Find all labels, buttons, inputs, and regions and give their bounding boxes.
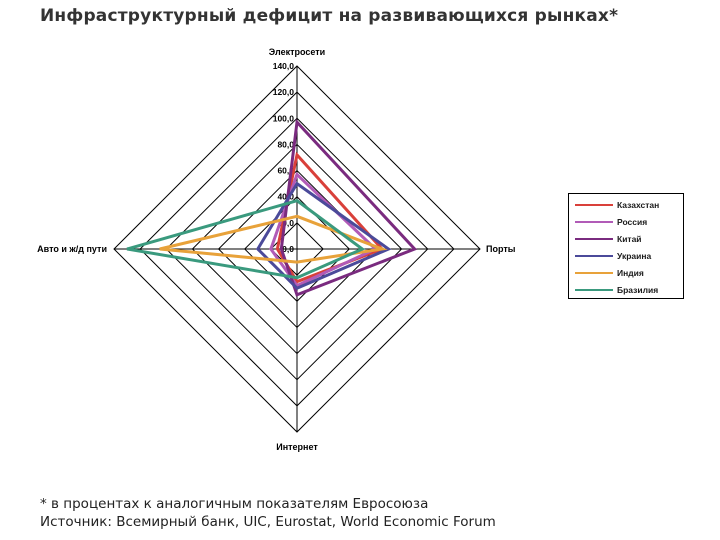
legend-swatch [575,203,613,207]
axis-label-left: Авто и ж/д пути [37,244,107,254]
tick-label: 120,0 [273,87,295,97]
series-line [255,181,392,290]
tick-label: 40,0 [277,192,294,202]
series-line [279,118,418,297]
legend-item: Казахстан [575,199,659,211]
legend-item: Бразилия [575,284,658,296]
legend-swatch [575,220,613,224]
series-line [159,214,388,264]
chart-title: Инфраструктурный дефицит на развивающихс… [40,6,619,26]
radar-series [126,118,418,297]
tick-label: 100,0 [273,113,295,123]
legend-item: Украина [575,250,651,262]
legend-swatch [575,254,613,258]
legend-label: Китай [617,234,642,244]
tick-label: 0,0 [282,244,294,254]
legend-label: Украина [617,251,652,261]
legend-item: Россия [575,216,647,228]
tick-label: 140,0 [273,61,295,71]
legend-label: Индия [617,268,644,278]
legend-label: Казахстан [617,200,660,210]
tick-label: 80,0 [277,139,294,149]
legend-label: Россия [617,217,648,227]
source-note: Источник: Всемирный банк, UIC, Eurostat,… [40,514,496,530]
legend-swatch [575,288,613,292]
axis-label-bottom: Интернет [276,442,318,452]
footnote: * в процентах к аналогичным показателям … [40,496,429,512]
legend-label: Бразилия [617,285,659,295]
series-line [126,198,366,280]
legend-item: Индия [575,267,644,279]
axis-label-right: Порты [486,244,516,254]
axis-label-top: Электросети [269,47,325,57]
series-line [269,171,379,288]
legend-item: Китай [575,233,642,245]
legend-swatch [575,271,613,275]
legend-swatch [575,237,613,241]
chart-legend: Казахстан Россия Китай Украина Индия Бра… [568,193,684,299]
tick-label: 60,0 [277,166,294,176]
